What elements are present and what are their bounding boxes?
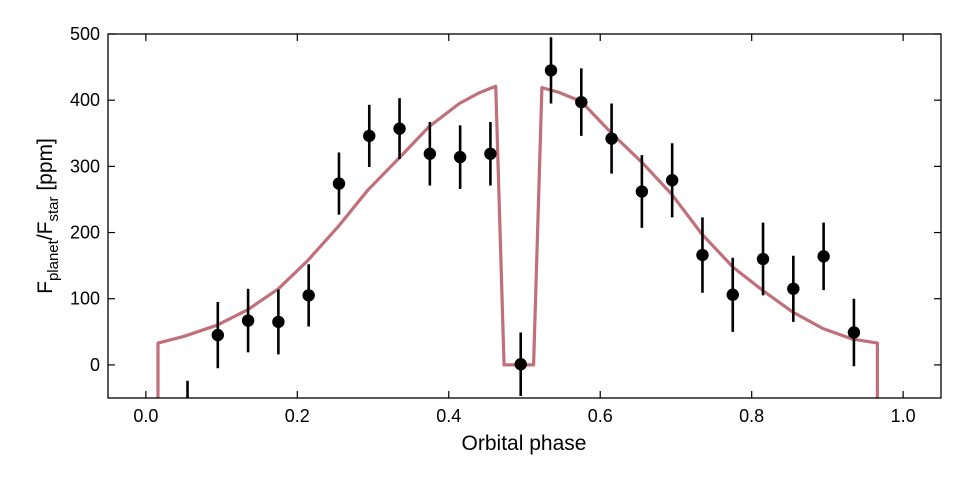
y-tick-label: 200 bbox=[70, 223, 100, 243]
data-point bbox=[423, 147, 437, 160]
y-axis-label: Fplanet/Fstar [ppm] bbox=[34, 138, 62, 294]
y-tick-label: 300 bbox=[70, 156, 100, 176]
y-tick-label: 0 bbox=[90, 355, 100, 375]
y-tick-label: 100 bbox=[70, 289, 100, 309]
plot-marks bbox=[156, 37, 879, 418]
data-point bbox=[332, 177, 346, 190]
x-tick-label: 0.0 bbox=[133, 406, 158, 426]
data-point bbox=[847, 326, 861, 339]
data-point bbox=[605, 132, 618, 145]
x-tick-label: 0.2 bbox=[285, 406, 310, 426]
data-point bbox=[514, 358, 527, 371]
plot-frame bbox=[107, 33, 942, 399]
model-curve bbox=[156, 84, 879, 398]
data-point bbox=[817, 250, 830, 263]
data-point bbox=[575, 95, 588, 109]
x-tick-label: 1.0 bbox=[891, 406, 916, 426]
x-tick-label: 0.4 bbox=[436, 406, 461, 426]
data-point bbox=[393, 122, 406, 135]
data-point bbox=[272, 315, 285, 329]
data-point bbox=[453, 150, 467, 164]
y-tick-label: 400 bbox=[70, 90, 100, 110]
data-point bbox=[302, 289, 315, 302]
data-point bbox=[787, 282, 800, 295]
data-point bbox=[211, 328, 225, 342]
data-point bbox=[544, 64, 558, 77]
data-point bbox=[635, 185, 649, 198]
data-point bbox=[726, 288, 739, 301]
data-point bbox=[756, 252, 770, 266]
data-point bbox=[241, 314, 255, 327]
y-tick-label: 500 bbox=[70, 24, 100, 44]
data-point bbox=[665, 174, 679, 187]
x-tick-label: 0.6 bbox=[588, 406, 613, 426]
axis-ticks: 0.0 0.2 0.4 0.6 0.8 1.0 0 100 200 300 400 500 bbox=[70, 24, 941, 426]
x-axis-label: Orbital phase bbox=[462, 432, 587, 455]
data-point bbox=[181, 406, 193, 418]
data-point bbox=[363, 129, 376, 143]
x-tick-label: 0.8 bbox=[739, 406, 764, 426]
data-point bbox=[696, 248, 709, 262]
data-point bbox=[484, 147, 497, 160]
